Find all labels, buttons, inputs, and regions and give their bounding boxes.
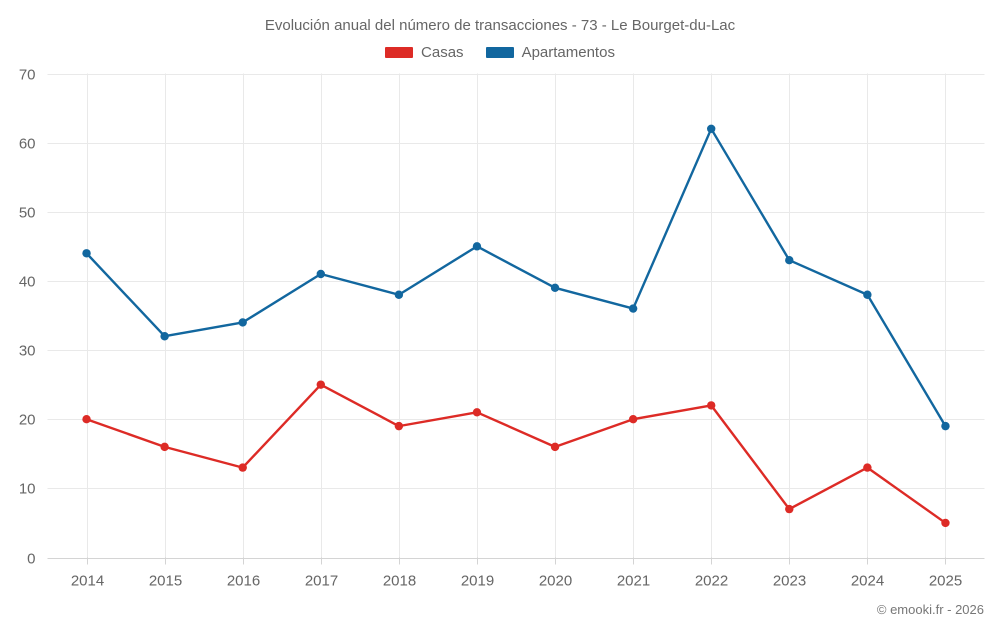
data-point[interactable] (238, 318, 247, 327)
legend-item-casas[interactable]: Casas (385, 44, 464, 61)
data-point[interactable] (628, 415, 638, 424)
data-point[interactable] (394, 290, 404, 299)
data-point[interactable] (394, 421, 404, 431)
data-point[interactable] (785, 504, 794, 514)
y-tick-label: 20 (19, 412, 36, 429)
x-axis-tick-labels: 2014 2015 2016 2017 2018 2019 2020 2021 2022 2023… (71, 573, 962, 590)
series-line-apartamentos (85, 127, 947, 428)
x-tick-label: 2017 (305, 573, 338, 590)
x-tick-label: 2018 (383, 573, 416, 590)
x-tick-label: 2022 (695, 573, 728, 590)
y-tick-label: 30 (19, 343, 36, 360)
series-line-casas (85, 383, 947, 525)
data-point[interactable] (941, 518, 950, 528)
x-tick-label: 2023 (773, 573, 806, 590)
data-point[interactable] (863, 463, 872, 472)
legend-item-apartamentos[interactable]: Apartamentos (485, 44, 615, 61)
footer-credit: © emooki.fr - 2026 (876, 602, 984, 617)
y-tick-label: 70 (19, 67, 36, 84)
x-tick-label: 2024 (851, 573, 884, 590)
data-point[interactable] (550, 283, 560, 293)
y-axis-tick-labels: 0 10 20 30 40 50 60 70 (19, 67, 36, 568)
data-point[interactable] (550, 442, 560, 452)
data-point[interactable] (472, 242, 482, 251)
y-tick-label: 0 (27, 551, 35, 568)
chart-legend: Casas Apartamentos (0, 44, 1000, 61)
legend-label-apartamentos: Apartamentos (521, 44, 615, 61)
data-point[interactable] (628, 304, 638, 313)
data-point[interactable] (863, 290, 872, 299)
data-point[interactable] (82, 415, 91, 424)
data-point[interactable] (316, 269, 325, 279)
legend-swatch-apartamentos (485, 47, 514, 58)
legend-swatch-casas (385, 47, 414, 58)
data-point[interactable] (785, 255, 794, 265)
x-tick-label: 2020 (539, 573, 572, 590)
data-point[interactable] (707, 124, 716, 134)
x-tick-label: 2019 (461, 573, 494, 590)
y-tick-label: 60 (19, 136, 36, 153)
data-point[interactable] (160, 332, 169, 341)
data-point[interactable] (941, 421, 950, 431)
data-point[interactable] (160, 442, 169, 452)
x-tick-label: 2014 (71, 573, 104, 590)
data-series (82, 124, 950, 528)
x-tick-label: 2025 (929, 573, 962, 590)
data-point[interactable] (472, 408, 482, 417)
y-tick-label: 10 (19, 481, 36, 498)
gridlines (47, 73, 985, 565)
data-point[interactable] (707, 401, 716, 410)
data-point[interactable] (238, 463, 247, 472)
data-point[interactable] (82, 249, 91, 258)
y-tick-label: 40 (19, 274, 36, 291)
x-tick-label: 2016 (227, 573, 260, 590)
y-tick-label: 50 (19, 205, 36, 222)
x-tick-label: 2015 (149, 573, 182, 590)
x-tick-label: 2021 (617, 573, 650, 590)
legend-label-casas: Casas (421, 44, 464, 61)
chart-title: Evolución anual del número de transaccio… (264, 17, 736, 34)
data-point[interactable] (316, 380, 325, 389)
